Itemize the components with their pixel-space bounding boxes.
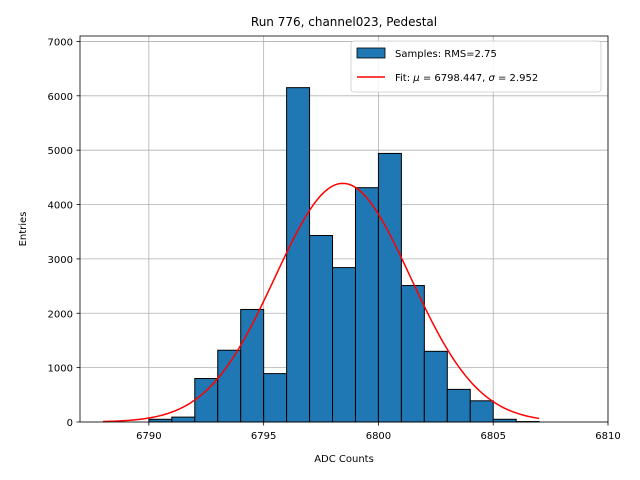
legend-samples-swatch <box>356 47 386 59</box>
x-tick-label: 6805 <box>480 431 505 442</box>
histogram-bar <box>148 418 173 423</box>
x-tick-label: 6800 <box>366 431 391 442</box>
histogram-bar <box>309 235 334 423</box>
legend-fit-sigma-value: = 2.952 <box>495 73 538 84</box>
legend-fit-prefix: Fit: <box>395 73 413 84</box>
x-tick-label: 6790 <box>136 431 161 442</box>
y-tick-label: 7000 <box>48 37 73 48</box>
legend-fit-mu-value: = 6798.447, <box>420 73 489 84</box>
legend-samples-label: Samples: RMS=2.75 <box>395 49 497 60</box>
y-tick-label: 2000 <box>48 309 73 320</box>
histogram-bar <box>400 285 425 423</box>
histogram-bars <box>148 87 540 423</box>
x-tick-label: 6810 <box>595 431 620 442</box>
histogram-bar <box>194 378 219 423</box>
histogram-bar <box>217 349 242 423</box>
y-axis-label: Entries <box>18 212 29 247</box>
histogram-bar <box>469 400 494 423</box>
legend-fit-sigma-symbol: σ <box>488 73 495 84</box>
y-tick-label: 1000 <box>48 364 73 375</box>
legend-box <box>350 40 602 93</box>
histogram-bar <box>263 373 288 423</box>
x-axis-label: ADC Counts <box>314 454 374 465</box>
histogram-bar <box>332 267 356 423</box>
x-tick-label: 6795 <box>251 431 276 442</box>
histogram-bar <box>286 87 311 423</box>
y-axis-ticks: 0 1000 2000 3000 4000 5000 6000 7000 <box>48 37 80 429</box>
histogram-bar <box>423 350 448 423</box>
legend-fit-mu-symbol: μ <box>412 73 419 84</box>
legend: Samples: RMS=2.75 Fit: μ = 6798.447, σ =… <box>350 40 602 93</box>
x-axis-ticks: 6790 6795 6800 6805 6810 <box>136 422 621 442</box>
y-tick-label: 0 <box>67 418 73 429</box>
legend-fit-label: Fit: μ = 6798.447, σ = 2.952 <box>395 73 538 84</box>
y-tick-label: 6000 <box>48 92 73 103</box>
y-tick-label: 5000 <box>48 146 73 157</box>
fit-curve <box>102 182 540 423</box>
histogram-bar <box>240 308 265 423</box>
plot-frame <box>79 35 609 423</box>
y-tick-label: 4000 <box>48 201 73 212</box>
histogram-bar <box>492 418 517 423</box>
histogram-bar <box>171 416 196 423</box>
histogram-bar <box>354 187 379 423</box>
y-tick-label: 3000 <box>48 255 73 266</box>
chart-title: Run 776, channel023, Pedestal <box>251 15 437 29</box>
histogram-bar <box>446 388 471 423</box>
histogram-bar <box>377 152 402 423</box>
